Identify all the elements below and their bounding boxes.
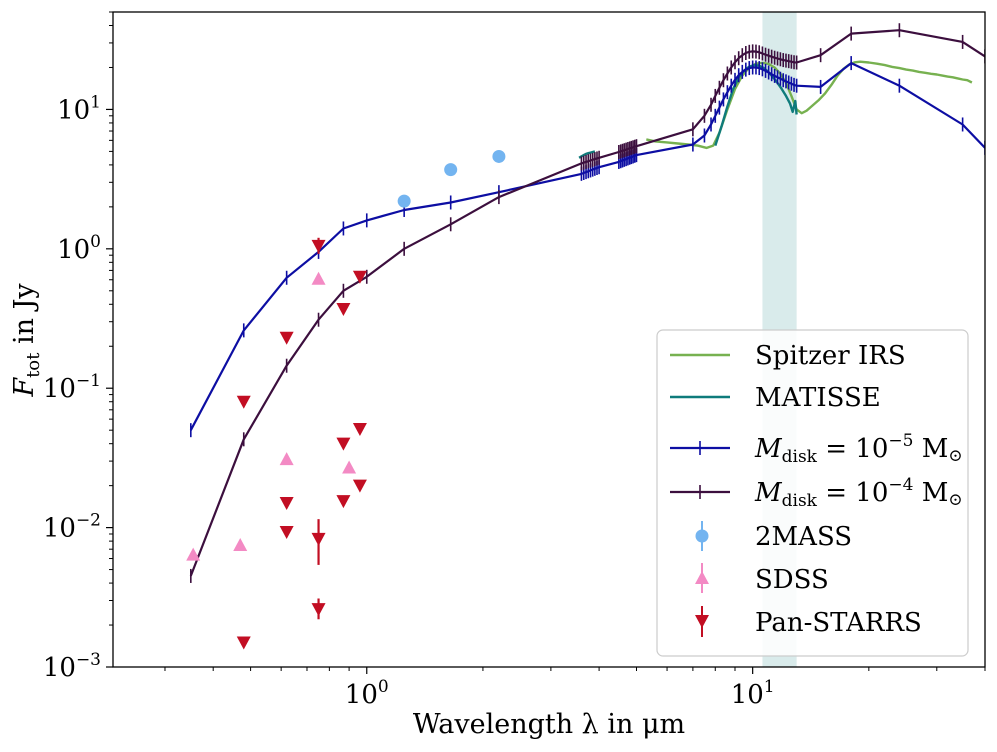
marker-panstarrs (352, 422, 367, 436)
x-tick-label-base: 10 (345, 680, 378, 710)
y-tick-label: 10−3 (43, 650, 101, 683)
legend-label-panstarrs: Pan-STARRS (755, 608, 922, 638)
legend-mdisk4-sun: ⊙ (948, 490, 962, 510)
marker-twomass (397, 194, 411, 208)
legend-mdisk5-mid: = 10 (817, 434, 888, 464)
legend-label-mdisk5: Mdisk = 10−5 M⊙ (754, 431, 963, 467)
y-tick-label-base: 10 (43, 514, 76, 544)
legend-mdisk5-sun: ⊙ (948, 446, 962, 466)
marker-sdss (233, 538, 248, 552)
marker-panstarrs (279, 331, 294, 345)
x-tick-label-exp: 1 (764, 677, 775, 697)
marker-panstarrs (279, 526, 294, 540)
legend-swatch-sdss (695, 571, 709, 584)
legend-label-2mass: 2MASS (755, 522, 852, 552)
plot-frame (112, 11, 986, 668)
legend-mdisk5-sup: −5 (888, 431, 913, 451)
y-tick-label-base: 10 (43, 374, 76, 404)
legend-swatch-2mass (695, 529, 709, 543)
legend-frame (656, 329, 969, 657)
marker-twomass (444, 163, 458, 177)
marker-panstarrs (236, 395, 251, 409)
legend-label-matisse: MATISSE (755, 383, 881, 413)
marker-twomass (492, 149, 506, 163)
legend-mdisk4-sub: disk (782, 491, 818, 511)
y-tick-label-exp: −1 (76, 371, 101, 391)
marker-panstarrs (336, 495, 351, 509)
y-axis-label: Ftot in Jy (9, 283, 44, 398)
y-tick-label-base: 10 (43, 653, 76, 683)
y-tick-label-exp: −3 (76, 650, 101, 670)
y-axis-label-sub: tot (23, 352, 44, 378)
y-tick-label-base: 10 (57, 235, 90, 265)
marker-panstarrs (236, 636, 251, 650)
x-axis-label: Wavelength λ in μm (413, 709, 685, 740)
legend-mdisk5-m: M (754, 434, 783, 464)
marker-sdss (186, 547, 201, 561)
marker-panstarrs (336, 303, 351, 317)
legend-label-mdisk4: Mdisk = 10−4 M⊙ (754, 475, 963, 511)
marker-sdss (279, 452, 294, 466)
legend-mdisk4-unit: M (913, 478, 948, 508)
x-tick-label: 100 (345, 677, 389, 710)
marker-panstarrs (311, 239, 326, 253)
marker-panstarrs (279, 497, 294, 511)
marker-panstarrs (311, 603, 326, 617)
y-tick-label: 100 (57, 232, 101, 265)
series-line-matisse (578, 63, 798, 159)
legend-mdisk5-sub: disk (782, 447, 818, 467)
y-axis-label-main: F (9, 377, 40, 398)
y-tick-label-base: 10 (57, 95, 90, 125)
marker-panstarrs (336, 437, 351, 451)
scatter-layer (186, 149, 506, 650)
legend-mdisk4-mid: = 10 (817, 478, 888, 508)
y-tick-label-exp: 1 (90, 92, 101, 112)
legend-swatch-panstarrs (695, 615, 709, 628)
y-tick-label-exp: −2 (76, 511, 101, 531)
y-axis-label-rest: in Jy (9, 283, 40, 353)
legend-mdisk5-unit: M (913, 434, 948, 464)
legend-mdisk4-sup: −4 (888, 475, 913, 495)
marker-panstarrs (311, 532, 326, 546)
legend-mdisk4-m: M (754, 478, 783, 508)
marker-panstarrs (352, 270, 367, 284)
legend: Spitzer IRS MATISSE Mdisk = 10−5 M⊙ Mdis… (656, 329, 969, 657)
legend-label-spitzer: Spitzer IRS (755, 341, 906, 371)
x-tick-label: 101 (731, 677, 775, 710)
marker-sdss (342, 460, 357, 474)
y-tick-label: 101 (57, 92, 101, 125)
marker-panstarrs (352, 479, 367, 493)
y-tick-label-exp: 0 (90, 232, 101, 252)
y-tick-label: 10−1 (43, 371, 101, 404)
x-tick-label-base: 10 (731, 680, 764, 710)
legend-label-sdss: SDSS (755, 565, 829, 595)
series-layer (189, 23, 985, 583)
x-tick-label-exp: 0 (378, 677, 389, 697)
series-line-spitzer (646, 60, 973, 150)
marker-sdss (311, 271, 326, 285)
y-tick-label: 10−2 (43, 511, 101, 544)
